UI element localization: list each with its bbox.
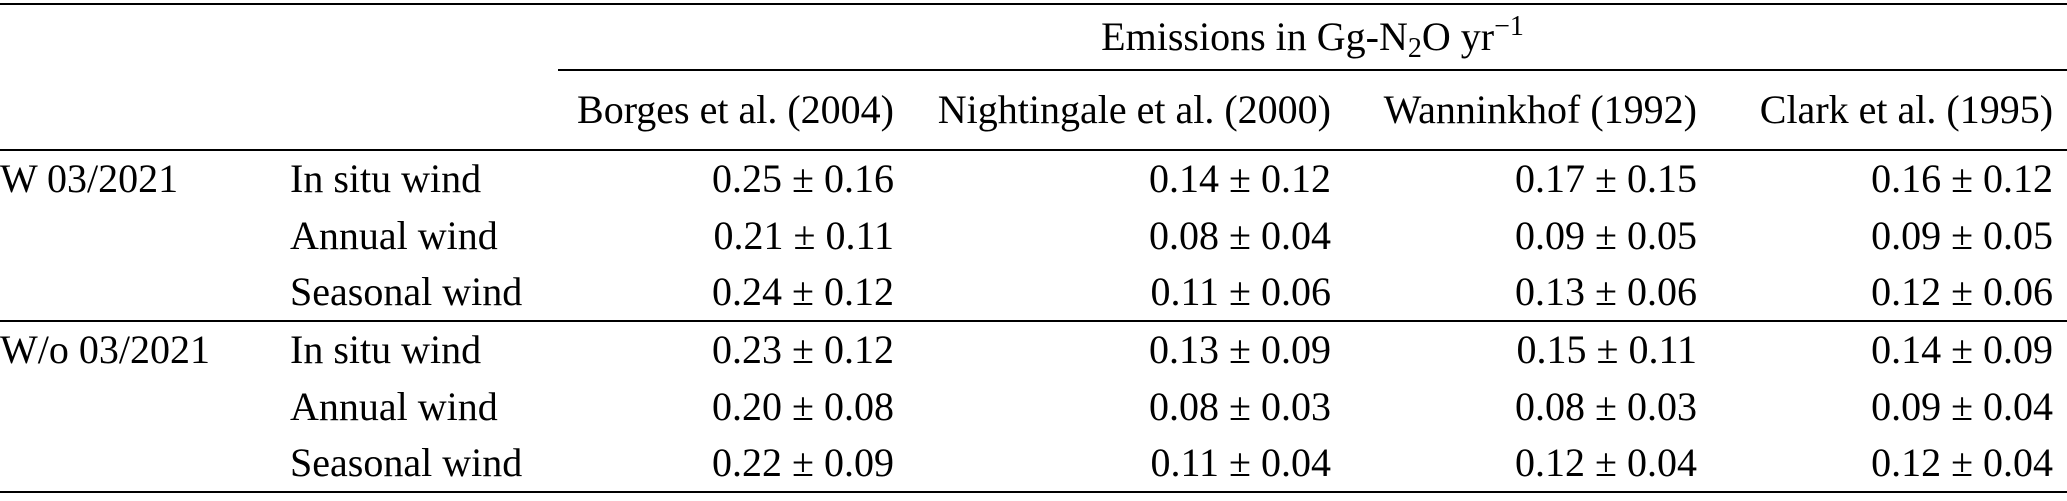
units-header-superscript: −1 — [1494, 10, 1524, 42]
emission-value: 0.15 ± 0.11 — [1516, 327, 1697, 372]
row-group-0: W 03/2021 In situ wind 0.25 ± 0.16 0.14 ± 0… — [0, 150, 2067, 322]
emission-value: 0.12 ± 0.06 — [1697, 264, 2067, 322]
emission-value: 0.08 ± 0.04 — [1149, 212, 1331, 258]
emission-value: 0.09 ± 0.05 — [1871, 212, 2054, 258]
group-label — [0, 264, 290, 322]
emission-value: 0.11 ± 0.04 — [894, 435, 1331, 493]
wind-type-label: In situ wind — [290, 156, 482, 201]
column-header-clark: Clark et al. (1995) — [1697, 70, 2067, 151]
wind-type-label: Seasonal wind — [290, 264, 558, 322]
emission-value: 0.14 ± 0.12 — [1149, 156, 1331, 201]
emission-value: 0.13 ± 0.09 — [1149, 327, 1331, 372]
wind-type-label: In situ wind — [290, 327, 482, 372]
emission-value: 0.11 ± 0.06 — [894, 264, 1331, 322]
emissions-table: Emissions in Gg-N2O yr−1 Borges et al. (… — [0, 3, 2067, 493]
group-label — [0, 207, 290, 264]
table-row: Seasonal wind 0.22 ± 0.09 0.11 ± 0.04 0.12 … — [0, 435, 2067, 493]
emission-value: 0.08 ± 0.03 — [1515, 383, 1697, 429]
emission-value: 0.24 ± 0.12 — [558, 264, 894, 322]
emission-value: 0.21 ± 0.11 — [713, 212, 894, 258]
wind-type-label: Seasonal wind — [290, 435, 558, 493]
emission-value: 0.22 ± 0.09 — [558, 435, 894, 493]
table-row: W/o 03/2021 In situ wind 0.23 ± 0.12 0.13 ±… — [0, 321, 2067, 378]
column-header-wanninkhof: Wanninkhof (1992) — [1331, 70, 1697, 151]
empty-corner-cell — [0, 70, 558, 151]
wind-type-label: Annual wind — [290, 212, 498, 258]
units-header-subscript: 2 — [1407, 33, 1422, 64]
emission-value: 0.08 ± 0.03 — [1149, 383, 1331, 429]
group-label — [0, 378, 290, 435]
emission-value: 0.13 ± 0.06 — [1331, 264, 1697, 322]
wind-type-label: Annual wind — [290, 383, 498, 429]
units-header-prefix: Emissions in Gg-N — [1101, 14, 1408, 59]
row-group-1: W/o 03/2021 In situ wind 0.23 ± 0.12 0.13 ±… — [0, 321, 2067, 493]
emission-value: 0.16 ± 0.12 — [1871, 156, 2054, 201]
emission-value: 0.23 ± 0.12 — [712, 327, 894, 372]
emission-value: 0.25 ± 0.16 — [712, 156, 894, 201]
emission-value: 0.14 ± 0.09 — [1871, 327, 2054, 372]
spanning-header-row: Emissions in Gg-N2O yr−1 — [0, 4, 2067, 71]
emission-value: 0.20 ± 0.08 — [712, 383, 894, 429]
emission-value: 0.12 ± 0.04 — [1331, 435, 1697, 493]
units-header: Emissions in Gg-N2O yr−1 — [558, 4, 2067, 71]
table-row: Seasonal wind 0.24 ± 0.12 0.11 ± 0.06 0.13 … — [0, 264, 2067, 322]
emission-value: 0.17 ± 0.15 — [1515, 156, 1697, 201]
emission-value: 0.12 ± 0.04 — [1697, 435, 2067, 493]
table-row: W 03/2021 In situ wind 0.25 ± 0.16 0.14 ± 0… — [0, 150, 2067, 207]
units-header-mid: O yr — [1421, 14, 1495, 59]
table-row: Annual wind 0.20 ± 0.08 0.08 ± 0.03 0.08 ± … — [0, 378, 2067, 435]
table-row: Annual wind 0.21 ± 0.11 0.08 ± 0.04 0.09 ± … — [0, 207, 2067, 264]
column-header-borges: Borges et al. (2004) — [558, 70, 894, 151]
column-header-nightingale: Nightingale et al. (2000) — [894, 70, 1331, 151]
empty-corner-cell — [0, 4, 558, 70]
column-header-row: Borges et al. (2004) Nightingale et al. … — [0, 70, 2067, 151]
emission-value: 0.09 ± 0.04 — [1871, 383, 2054, 429]
group-label: W/o 03/2021 — [0, 327, 210, 372]
group-label: W 03/2021 — [0, 156, 179, 201]
group-label — [0, 435, 290, 493]
emission-value: 0.09 ± 0.05 — [1515, 212, 1697, 258]
